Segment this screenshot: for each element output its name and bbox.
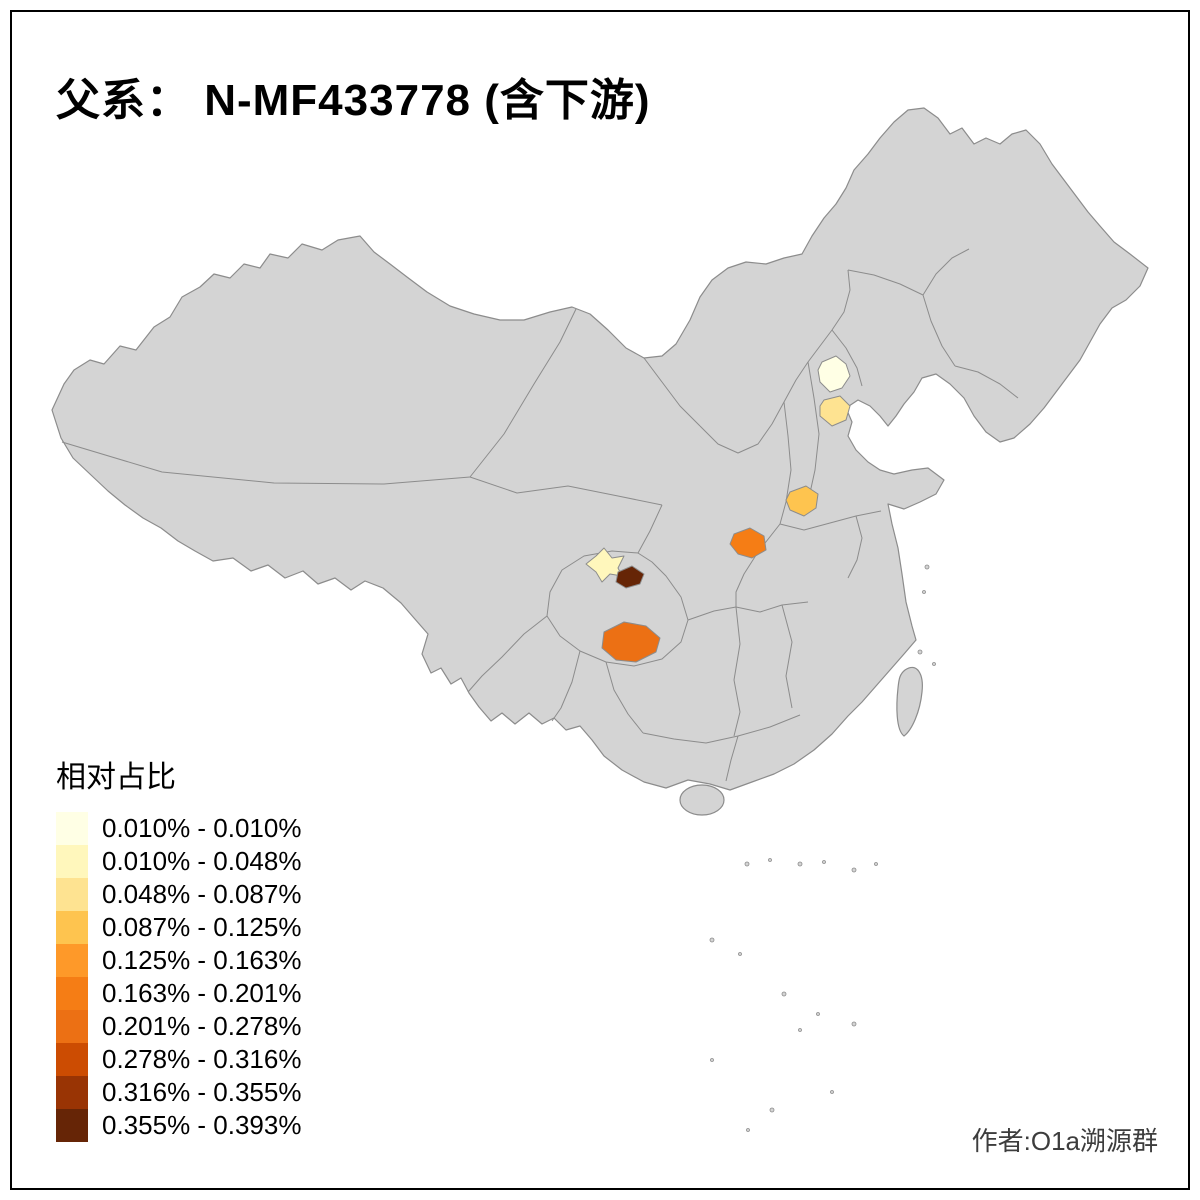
- legend-swatch: [56, 812, 88, 845]
- hainan-island: [679, 784, 725, 816]
- legend-item: 0.163% - 0.201%: [56, 977, 301, 1010]
- legend-item: 0.010% - 0.048%: [56, 845, 301, 878]
- highlight-region-6: [615, 565, 645, 589]
- china-mainland: [51, 107, 1149, 791]
- author-credit: 作者:O1a溯源群: [971, 1126, 1158, 1156]
- legend-label: 0.163% - 0.201%: [102, 978, 302, 1008]
- legend-swatch: [56, 845, 88, 878]
- highlight-region-1: [817, 355, 851, 393]
- legend-swatch: [56, 944, 88, 977]
- legend-title: 相对占比: [56, 761, 176, 794]
- legend-label: 0.087% - 0.125%: [102, 912, 302, 942]
- legend-swatch: [56, 1043, 88, 1076]
- landmass: [51, 107, 1149, 816]
- legend-item: 0.048% - 0.087%: [56, 878, 301, 911]
- legend-item: 0.355% - 0.393%: [56, 1109, 301, 1142]
- figure-frame: 父系： N-MF433778 (含下游) 相对占比 0.010% - 0.010…: [10, 10, 1190, 1190]
- legend-swatch: [56, 1109, 88, 1142]
- legend-item: 0.125% - 0.163%: [56, 944, 301, 977]
- legend-label: 0.201% - 0.278%: [102, 1011, 302, 1041]
- highlight-region-7: [601, 621, 661, 663]
- highlight-region-2: [819, 395, 851, 427]
- legend-swatch: [56, 878, 88, 911]
- legend-item: 0.201% - 0.278%: [56, 1010, 301, 1043]
- legend-label: 0.010% - 0.048%: [102, 846, 302, 876]
- legend-swatch: [56, 1076, 88, 1109]
- highlight-region-3: [785, 485, 819, 517]
- taiwan-island: [896, 666, 923, 737]
- highlight-regions: [585, 355, 851, 663]
- legend-label: 0.010% - 0.010%: [102, 813, 302, 843]
- legend-item: 0.316% - 0.355%: [56, 1076, 301, 1109]
- legend-swatch: [56, 1010, 88, 1043]
- map-title: 父系： N-MF433778 (含下游): [56, 76, 651, 125]
- legend-item: 0.278% - 0.316%: [56, 1043, 301, 1076]
- china-choropleth-map: [51, 107, 1149, 1132]
- legend-item: 0.010% - 0.010%: [56, 812, 301, 845]
- legend-label: 0.316% - 0.355%: [102, 1077, 302, 1107]
- legend-item: 0.087% - 0.125%: [56, 911, 301, 944]
- legend-label: 0.125% - 0.163%: [102, 945, 302, 975]
- highlight-region-4: [729, 527, 767, 559]
- highlight-region-5: [585, 547, 625, 583]
- legend-swatch: [56, 911, 88, 944]
- legend-swatch: [56, 977, 88, 1010]
- legend-label: 0.278% - 0.316%: [102, 1044, 302, 1074]
- small-islands: [709, 564, 936, 1132]
- legend-label: 0.355% - 0.393%: [102, 1110, 302, 1140]
- legend-label: 0.048% - 0.087%: [102, 879, 302, 909]
- legend: 相对占比 0.010% - 0.010% 0.010% - 0.048% 0.0…: [56, 752, 301, 1142]
